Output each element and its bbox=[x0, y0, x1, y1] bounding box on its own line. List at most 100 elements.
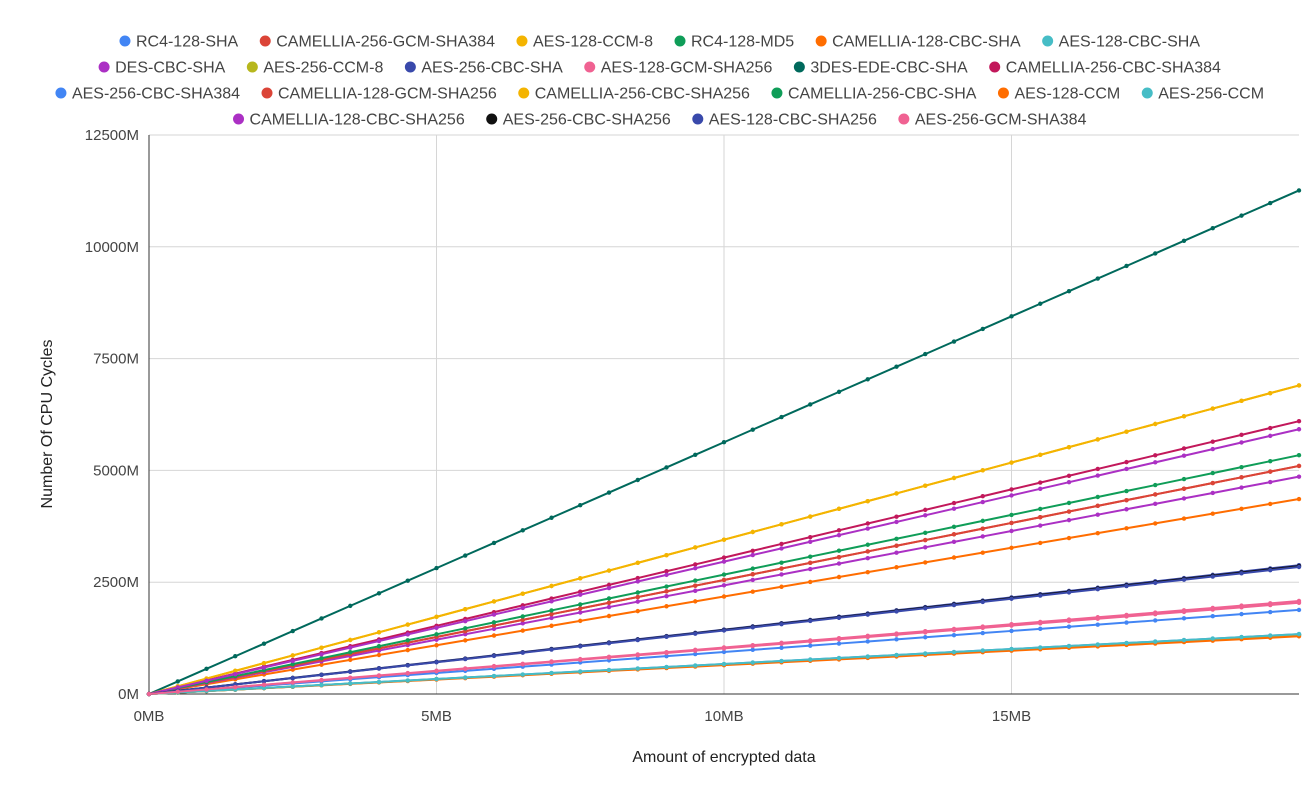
data-point bbox=[664, 572, 669, 578]
legend-label: CAMELLIA-128-GCM-SHA256 bbox=[278, 86, 497, 103]
data-point bbox=[1038, 593, 1043, 598]
data-point bbox=[606, 596, 612, 601]
data-point bbox=[348, 645, 353, 650]
data-point bbox=[1239, 634, 1244, 640]
data-point bbox=[1066, 288, 1072, 294]
data-point bbox=[865, 549, 870, 554]
data-point bbox=[290, 653, 295, 658]
data-point bbox=[463, 619, 468, 624]
data-point bbox=[894, 609, 899, 614]
data-point bbox=[1153, 482, 1158, 488]
data-point bbox=[1239, 464, 1244, 470]
x-tick-label: 5MB bbox=[421, 708, 452, 725]
data-point bbox=[405, 678, 410, 683]
data-point bbox=[951, 532, 957, 537]
data-point bbox=[549, 599, 554, 604]
data-point bbox=[578, 602, 583, 607]
plot-area bbox=[146, 188, 1302, 697]
legend-marker bbox=[261, 87, 273, 99]
data-point bbox=[1296, 463, 1302, 469]
data-point bbox=[664, 634, 669, 640]
legend-label: RC4-128-SHA bbox=[136, 34, 239, 51]
series-aes-256-ccm bbox=[146, 631, 1302, 697]
data-point bbox=[491, 673, 497, 679]
data-point bbox=[1009, 646, 1014, 652]
data-point bbox=[405, 647, 410, 653]
data-point bbox=[578, 618, 583, 624]
data-point bbox=[491, 653, 497, 659]
data-point bbox=[923, 651, 928, 656]
data-point bbox=[894, 536, 899, 541]
data-point bbox=[1296, 383, 1302, 388]
data-point bbox=[1153, 453, 1158, 458]
legend-label: CAMELLIA-128-CBC-SHA256 bbox=[250, 112, 465, 129]
data-point bbox=[693, 651, 698, 657]
legend-marker bbox=[584, 61, 596, 73]
data-point bbox=[1268, 425, 1273, 431]
data-point bbox=[1038, 540, 1043, 546]
data-point bbox=[1009, 623, 1014, 628]
data-point bbox=[434, 660, 439, 665]
data-point bbox=[980, 599, 985, 605]
data-point bbox=[635, 637, 640, 643]
legend-label: AES-256-CCM bbox=[1158, 86, 1264, 103]
legend-item: AES-256-GCM-SHA384 bbox=[898, 112, 1087, 129]
data-point bbox=[1296, 496, 1302, 502]
data-point bbox=[1296, 600, 1302, 605]
legend-item: AES-256-CBC-SHA384 bbox=[55, 86, 240, 103]
data-point bbox=[319, 678, 324, 683]
data-point bbox=[319, 682, 324, 688]
data-point bbox=[1009, 520, 1014, 526]
data-point bbox=[1095, 466, 1100, 472]
data-point bbox=[491, 626, 497, 631]
data-point bbox=[1038, 515, 1043, 520]
data-point bbox=[1210, 470, 1215, 476]
data-point bbox=[348, 681, 353, 686]
data-point bbox=[693, 578, 698, 583]
legend-item: AES-256-CCM-8 bbox=[246, 60, 383, 77]
data-point bbox=[1066, 500, 1072, 506]
data-point bbox=[463, 638, 468, 643]
data-point bbox=[1066, 535, 1072, 541]
legend-item: CAMELLIA-128-GCM-SHA256 bbox=[261, 86, 497, 103]
data-point bbox=[175, 679, 180, 684]
legend-label: AES-128-CCM bbox=[1014, 86, 1120, 103]
data-point bbox=[865, 634, 870, 640]
data-point bbox=[578, 657, 583, 662]
data-point bbox=[204, 666, 209, 672]
data-point bbox=[836, 655, 842, 661]
data-point bbox=[836, 574, 842, 580]
data-point bbox=[491, 599, 497, 604]
data-point bbox=[1038, 621, 1043, 626]
data-point bbox=[520, 621, 525, 626]
data-point bbox=[578, 606, 583, 611]
data-point bbox=[1038, 645, 1043, 650]
data-point bbox=[1124, 459, 1129, 465]
data-point bbox=[1210, 511, 1215, 516]
legend-item: AES-128-CCM-8 bbox=[516, 34, 653, 51]
legend-marker bbox=[815, 35, 827, 47]
data-point bbox=[1181, 616, 1187, 621]
data-point bbox=[233, 654, 238, 659]
data-point bbox=[1268, 390, 1273, 396]
data-point bbox=[664, 650, 669, 656]
data-point bbox=[520, 605, 525, 611]
data-point bbox=[1095, 616, 1100, 621]
legend-label: DES-CBC-SHA bbox=[115, 60, 226, 77]
data-point bbox=[1268, 567, 1273, 573]
data-point bbox=[1268, 609, 1273, 615]
data-point bbox=[1296, 427, 1302, 432]
gridlines bbox=[148, 134, 1299, 695]
data-point bbox=[290, 661, 295, 667]
data-point bbox=[520, 614, 525, 619]
data-point bbox=[1181, 637, 1187, 643]
legend-label: AES-128-CBC-SHA bbox=[1059, 34, 1201, 51]
data-point bbox=[635, 477, 640, 483]
data-point bbox=[923, 351, 928, 357]
data-point bbox=[606, 604, 612, 610]
data-point bbox=[693, 588, 698, 593]
data-point bbox=[520, 617, 525, 623]
data-point bbox=[1095, 587, 1100, 592]
data-point bbox=[894, 652, 899, 658]
data-point bbox=[923, 483, 928, 488]
